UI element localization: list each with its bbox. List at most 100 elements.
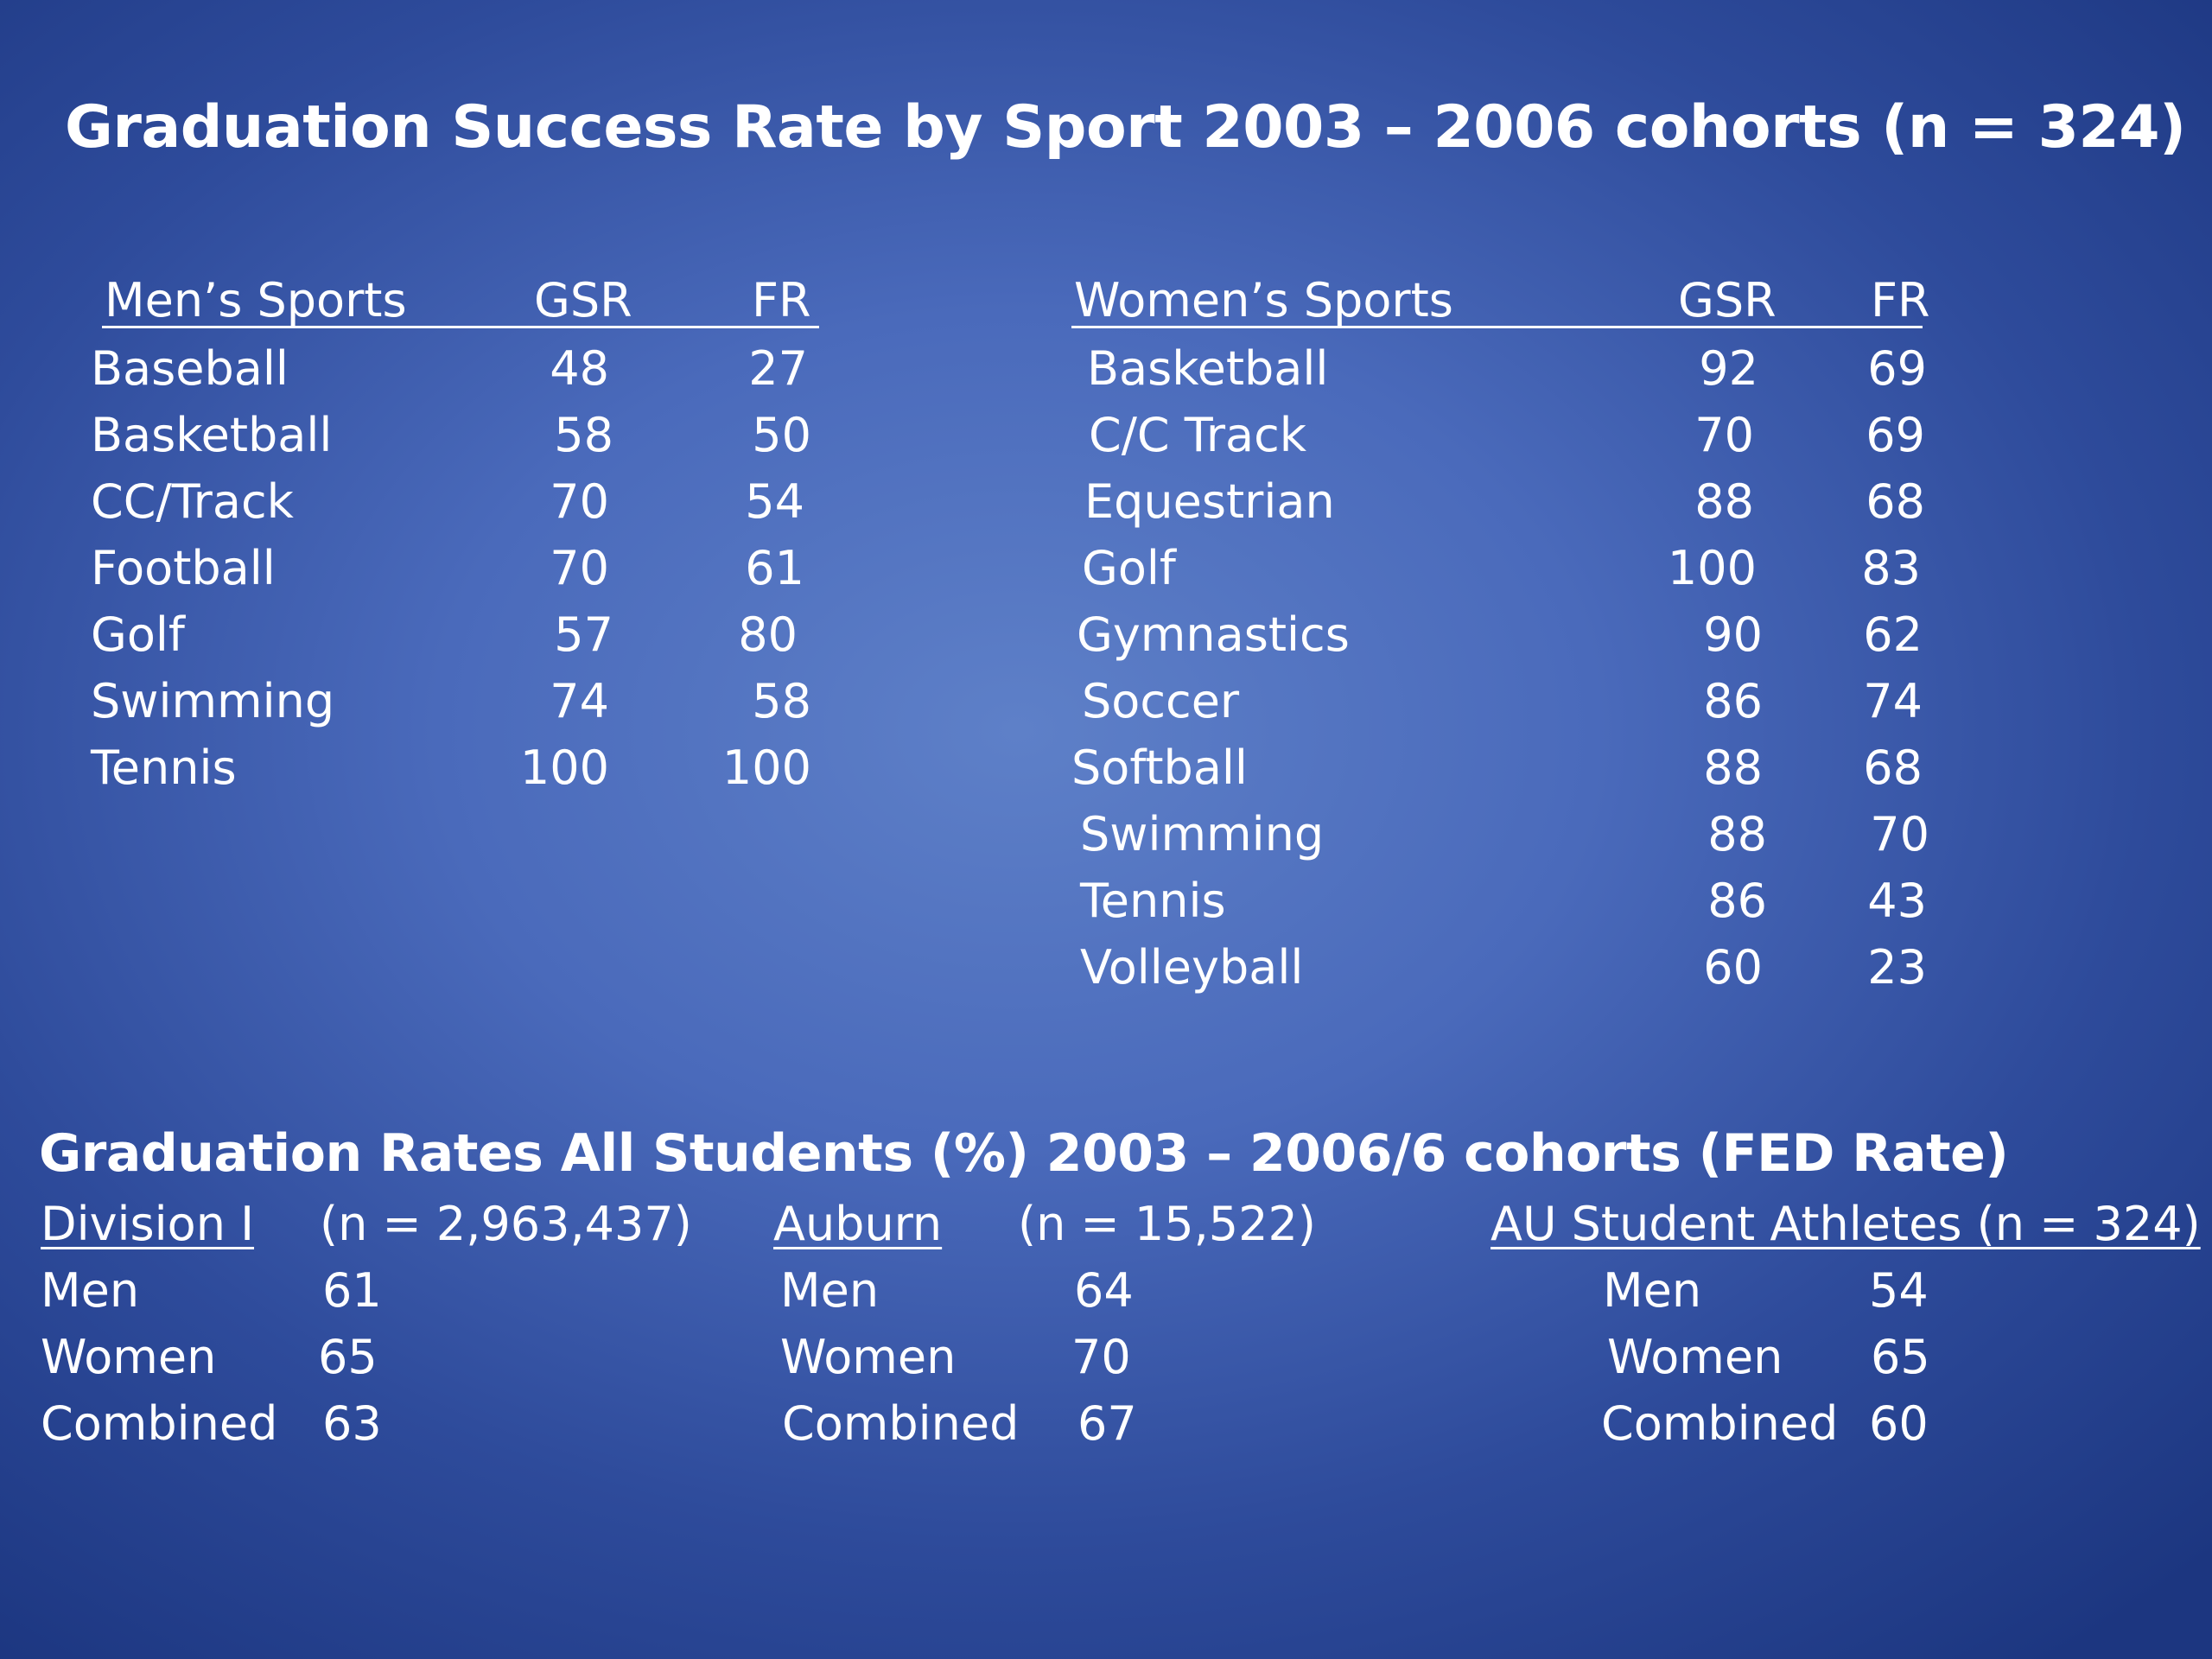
group-row-label: Combined: [782, 1396, 1020, 1451]
table-row: Equestrian 88 68: [1084, 468, 1948, 535]
sport-name: Baseball: [91, 341, 289, 396]
sport-name: Golf: [91, 607, 185, 662]
table-row: C/C Track 70 69: [1084, 402, 1948, 468]
group-row-value: 64: [1074, 1263, 1134, 1318]
group-row-label: Men: [780, 1263, 880, 1318]
sport-name: Swimming: [91, 674, 335, 728]
gsr-value: 88: [1694, 474, 1754, 529]
table-row: Golf 100 83: [1082, 535, 1948, 601]
sport-name: Tennis: [1080, 874, 1226, 928]
fr-value: 69: [1867, 341, 1927, 396]
fr-value: 54: [745, 474, 804, 529]
group-n: (n = 2,963,437): [320, 1197, 692, 1251]
group-row-label: Women: [41, 1330, 217, 1384]
fr-value: 62: [1863, 607, 1923, 662]
table-row: Golf 57 80: [91, 601, 817, 668]
group-row-label: Men: [41, 1263, 140, 1318]
gsr-value: 70: [550, 541, 609, 595]
gsr-value: 86: [1703, 674, 1763, 728]
gsr-value: 92: [1699, 341, 1758, 396]
slide-title: Graduation Success Rate by Sport 2003 – …: [65, 93, 2186, 162]
sport-name: CC/Track: [91, 474, 294, 529]
table-row: Baseball 48 27: [91, 335, 817, 402]
fr-value: 68: [1863, 741, 1923, 795]
group-row-label: Combined: [1601, 1396, 1839, 1451]
group-row-value: 67: [1077, 1396, 1137, 1451]
sport-name: Basketball: [91, 408, 333, 462]
mens-header-underline: [102, 326, 819, 328]
table-row: Tennis 86 43: [1080, 868, 1948, 934]
gsr-value: 88: [1707, 807, 1767, 861]
sport-name: C/C Track: [1089, 408, 1307, 462]
fr-value: 58: [752, 674, 811, 728]
fr-value: 80: [738, 607, 798, 662]
fr-value: 69: [1866, 408, 1925, 462]
fr-value: 27: [748, 341, 808, 396]
table-row: Gymnastics 90 62: [1077, 601, 1948, 668]
group-row-label: Combined: [41, 1396, 278, 1451]
gsr-value: 60: [1703, 940, 1763, 995]
sport-name: Softball: [1071, 741, 1248, 795]
sport-name: Soccer: [1082, 674, 1240, 728]
group-name: Division I: [41, 1197, 255, 1251]
group-row-value: 54: [1869, 1263, 1929, 1318]
table-row: Softball 88 68: [1071, 734, 1948, 801]
fr-value: 83: [1861, 541, 1921, 595]
sport-name: Golf: [1082, 541, 1176, 595]
womens-header-fr: FR: [1871, 273, 1930, 327]
sport-name: Gymnastics: [1077, 607, 1350, 662]
womens-header-sport: Women’s Sports: [1074, 273, 1453, 327]
fr-value: 100: [721, 741, 811, 795]
table-row: Basketball 58 50: [91, 402, 817, 468]
fr-value: 23: [1867, 940, 1927, 995]
table-row: Swimming 74 58: [91, 668, 817, 734]
group-name: AU Student Athletes (n = 324): [1491, 1197, 2201, 1251]
sport-name: Swimming: [1080, 807, 1325, 861]
womens-header-underline: [1071, 326, 1923, 328]
group-row-label: Women: [1607, 1330, 1783, 1384]
fr-value: 43: [1867, 874, 1927, 928]
sport-name: Tennis: [91, 741, 237, 795]
sport-name: Equestrian: [1084, 474, 1335, 529]
group-row-label: Women: [780, 1330, 957, 1384]
gsr-value: 58: [554, 408, 613, 462]
group-row-value: 60: [1869, 1396, 1929, 1451]
group-row-value: 63: [322, 1396, 382, 1451]
table-row: Volleyball 60 23: [1080, 934, 1948, 1001]
table-row: CC/Track 70 54: [91, 468, 817, 535]
fr-value: 70: [1870, 807, 1929, 861]
grad-rates-title: Graduation Rates All Students (%) 2003 –…: [39, 1123, 2009, 1184]
gsr-value: 88: [1703, 741, 1763, 795]
table-row: Swimming 88 70: [1080, 801, 1948, 868]
table-row: Football 70 61: [91, 535, 817, 601]
group-n: (n = 15,522): [1018, 1197, 1316, 1251]
gsr-value: 100: [1667, 541, 1757, 595]
gsr-value: 57: [554, 607, 613, 662]
group-row-value: 70: [1071, 1330, 1131, 1384]
gsr-value: 74: [550, 674, 609, 728]
gsr-value: 90: [1703, 607, 1763, 662]
mens-header-gsr: GSR: [534, 273, 632, 327]
fr-value: 61: [745, 541, 804, 595]
mens-header-fr: FR: [752, 273, 811, 327]
gsr-value: 86: [1707, 874, 1767, 928]
gsr-value: 100: [519, 741, 609, 795]
sport-name: Football: [91, 541, 276, 595]
gsr-value: 70: [550, 474, 609, 529]
gsr-value: 48: [550, 341, 609, 396]
womens-header-gsr: GSR: [1678, 273, 1777, 327]
table-row: Basketball 92 69: [1084, 335, 1948, 402]
sport-name: Basketball: [1087, 341, 1329, 396]
fr-value: 50: [752, 408, 811, 462]
group-row-value: 65: [318, 1330, 378, 1384]
group-row-value: 65: [1871, 1330, 1930, 1384]
fr-value: 68: [1866, 474, 1925, 529]
mens-header-sport: Men’s Sports: [105, 273, 407, 327]
sport-name: Volleyball: [1080, 940, 1304, 995]
table-row: Soccer 86 74: [1082, 668, 1948, 734]
table-row: Tennis 100 100: [91, 734, 817, 801]
group-name: Auburn: [773, 1197, 943, 1251]
group-row-value: 61: [322, 1263, 382, 1318]
fr-value: 74: [1863, 674, 1923, 728]
group-row-label: Men: [1603, 1263, 1702, 1318]
